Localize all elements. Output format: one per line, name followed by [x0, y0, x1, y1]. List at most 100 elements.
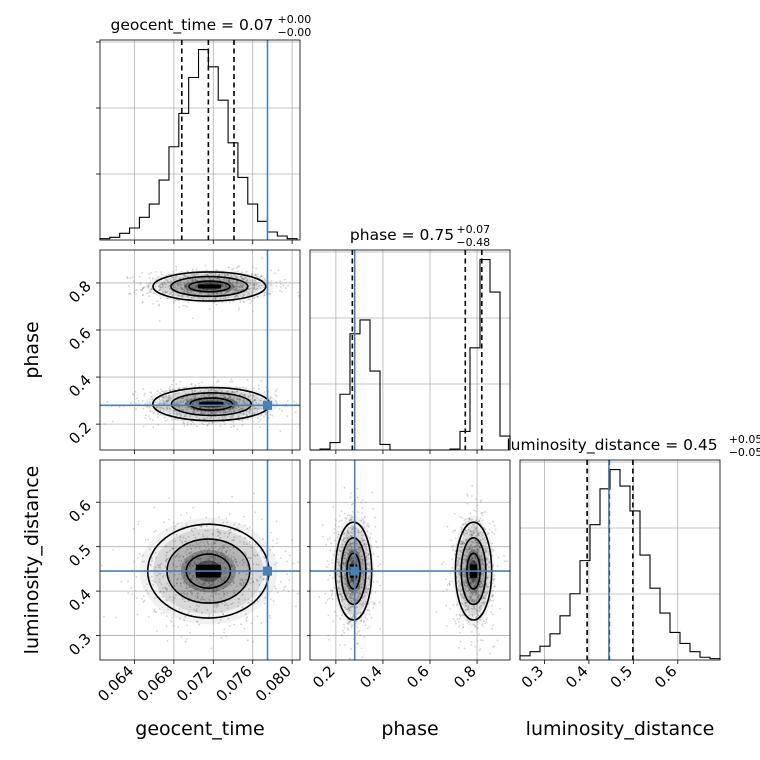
sample-point — [207, 277, 210, 279]
sample-point — [214, 550, 217, 553]
sample-point — [364, 501, 367, 504]
sample-point — [153, 506, 156, 509]
sample-point — [470, 548, 473, 550]
sample-point — [142, 554, 145, 556]
sample-point — [363, 567, 366, 570]
sample-point — [160, 283, 163, 286]
sample-point — [183, 558, 186, 561]
sample-point — [225, 571, 228, 574]
sample-point — [171, 294, 174, 296]
sample-point — [360, 537, 363, 540]
sample-point — [249, 394, 252, 397]
sample-point — [173, 584, 176, 587]
sample-point — [477, 542, 479, 545]
sample-point — [344, 644, 346, 646]
sample-point — [338, 565, 341, 567]
sample-point — [194, 286, 197, 289]
contour-line — [152, 271, 267, 302]
sample-point — [470, 559, 472, 562]
sample-point — [181, 288, 184, 291]
sample-point — [223, 395, 225, 398]
sample-point — [191, 286, 193, 289]
sample-point — [249, 283, 252, 286]
sample-point — [194, 562, 196, 564]
panel-title-geocent_time: geocent_time = 0.07 +0.00−0.00 — [111, 13, 312, 39]
sample-point — [473, 531, 476, 534]
sample-point — [227, 604, 230, 607]
sample-point — [184, 274, 187, 276]
sample-point — [329, 549, 332, 552]
sample-point — [149, 391, 152, 393]
sample-point — [198, 282, 201, 285]
sample-point — [224, 296, 227, 299]
sample-point — [223, 555, 226, 557]
sample-point — [492, 589, 494, 592]
sample-point — [197, 533, 200, 535]
sample-point — [141, 287, 144, 290]
sample-point — [357, 595, 360, 598]
sample-point — [473, 601, 476, 604]
sample-point — [112, 549, 115, 551]
sample-point — [223, 631, 226, 634]
sample-point — [234, 275, 237, 278]
sample-point — [365, 591, 367, 594]
sample-point — [180, 582, 182, 585]
sample-point — [492, 564, 495, 566]
sample-point — [192, 408, 195, 411]
sample-point — [187, 407, 190, 409]
sample-point — [455, 604, 458, 607]
sample-point — [208, 582, 210, 585]
sample-point — [209, 283, 212, 285]
sample-point — [466, 538, 469, 540]
sample-point — [262, 538, 264, 541]
sample-point — [352, 557, 355, 560]
sample-point — [227, 409, 230, 411]
sample-point — [343, 532, 346, 534]
sample-point — [362, 576, 364, 579]
sample-point — [185, 408, 187, 411]
sample-point — [351, 532, 353, 535]
sample-point — [367, 526, 370, 528]
sample-point — [349, 559, 352, 562]
sample-point — [485, 557, 488, 560]
sample-point — [184, 406, 187, 409]
sample-point — [297, 561, 300, 564]
scatter-panel-phase-luminosity_distance — [309, 459, 511, 661]
sample-point — [468, 517, 471, 520]
sample-point — [228, 625, 231, 628]
sample-point — [226, 592, 229, 595]
sample-point — [463, 571, 466, 574]
sample-point — [262, 577, 265, 580]
sample-point — [220, 283, 223, 286]
sample-point — [182, 421, 185, 424]
sample-point — [217, 282, 220, 285]
sample-point — [465, 548, 467, 551]
sample-point — [470, 597, 472, 600]
sample-point — [377, 565, 379, 567]
sample-point — [183, 399, 185, 402]
sample-point — [190, 291, 193, 293]
sample-point — [148, 284, 150, 286]
sample-point — [189, 415, 192, 418]
sample-point — [482, 584, 484, 586]
sample-point — [473, 599, 476, 601]
sample-point — [465, 539, 467, 541]
sample-point — [236, 285, 239, 288]
sample-point — [168, 396, 171, 398]
panel-frame — [99, 459, 301, 661]
y-tick-label-phase: 0.2 — [65, 418, 95, 448]
sample-point — [362, 539, 364, 542]
sample-point — [210, 388, 213, 390]
sample-point — [233, 623, 236, 626]
sample-point — [233, 529, 236, 532]
sample-point — [349, 559, 351, 561]
sample-point — [474, 545, 477, 548]
sample-point — [339, 550, 342, 553]
sample-point — [450, 539, 452, 542]
sample-point — [224, 284, 227, 287]
sample-point — [361, 539, 364, 542]
sample-point — [265, 560, 267, 562]
sample-point — [488, 553, 490, 556]
sample-point — [336, 580, 339, 582]
sample-point — [462, 574, 465, 576]
